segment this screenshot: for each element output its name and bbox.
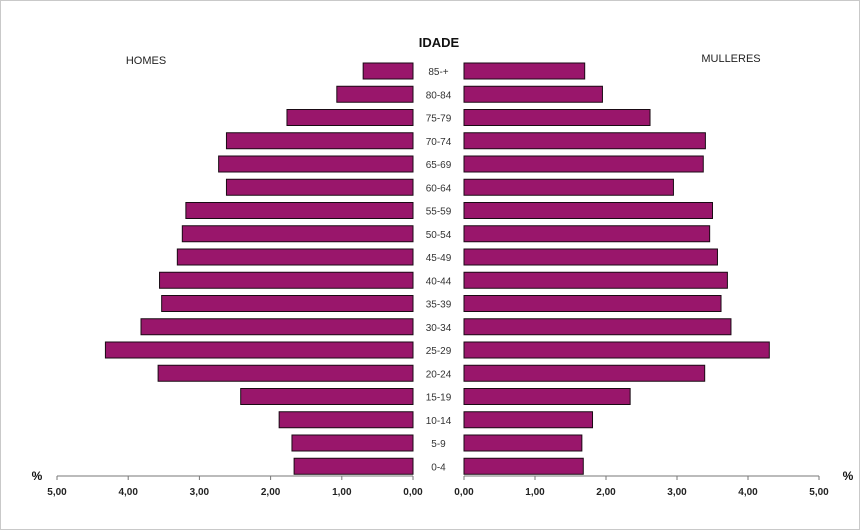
- bar-mulleres-60-64: [463, 178, 674, 196]
- age-label: 85-+: [428, 67, 448, 78]
- chart-title: IDADE: [419, 35, 460, 50]
- bar-mulleres-55-59: [463, 202, 713, 219]
- age-label: 70-74: [426, 137, 452, 148]
- bar-homes-60-64: [225, 178, 414, 196]
- age-label: 50-54: [426, 230, 452, 241]
- bar-mulleres-85-+: [463, 62, 586, 80]
- right-tick-label: 3,00: [667, 487, 687, 498]
- bar-homes-25-29: [104, 341, 414, 359]
- bar-mulleres-65-69: [463, 155, 704, 173]
- bar-homes-10-14: [278, 411, 414, 429]
- left-tick-label: 0,00: [403, 487, 423, 498]
- bar-homes-65-69: [218, 155, 414, 173]
- age-label: 20-24: [426, 369, 452, 380]
- bar-mulleres-30-34: [463, 318, 732, 336]
- age-label: 5-9: [431, 439, 446, 450]
- bars-homes: [104, 62, 414, 475]
- bar-homes-45-49: [176, 248, 414, 266]
- bar-mulleres-80-84: [463, 85, 603, 103]
- age-group-labels: 85-+ 80-84 75-79 70-74 65-69 60-64 55-59 50-54 4…: [426, 67, 452, 473]
- bar-homes-0-4: [293, 457, 414, 475]
- age-label: 30-34: [426, 323, 452, 334]
- right-tick-label: 1,00: [525, 487, 545, 498]
- bar-homes-15-19: [240, 388, 414, 405]
- bar-mulleres-40-44: [463, 271, 728, 289]
- left-tick-label: 3,00: [190, 487, 210, 498]
- bar-homes-5-9: [291, 434, 414, 452]
- bar-homes-75-79: [286, 109, 414, 126]
- age-label: 45-49: [426, 253, 452, 264]
- bar-homes-35-39: [161, 295, 414, 312]
- bar-mulleres-15-19: [463, 388, 631, 405]
- age-label: 75-79: [426, 114, 452, 125]
- bar-homes-80-84: [336, 85, 414, 103]
- right-tick-label: 2,00: [596, 487, 616, 498]
- bar-homes-40-44: [159, 271, 414, 289]
- x-axes: 5,00 4,00 3,00 2,00 1,00 0,00 0,00 1,00 2,00 3,00…: [47, 475, 829, 498]
- left-tick-label: 1,00: [332, 487, 352, 498]
- bar-homes-20-24: [157, 364, 414, 382]
- bar-mulleres-35-39: [463, 295, 722, 312]
- left-tick-label: 2,00: [261, 487, 281, 498]
- bar-mulleres-50-54: [463, 225, 711, 243]
- bar-homes-55-59: [185, 202, 414, 219]
- bar-mulleres-45-49: [463, 248, 718, 266]
- bar-mulleres-10-14: [463, 411, 594, 429]
- right-tick-label: 4,00: [738, 487, 758, 498]
- right-tick-label: 0,00: [454, 487, 474, 498]
- legend-homes: HOMES: [126, 55, 166, 67]
- bar-mulleres-0-4: [463, 457, 584, 475]
- left-tick-label: 4,00: [118, 487, 138, 498]
- bar-homes-85-+: [362, 62, 414, 80]
- age-label: 80-84: [426, 90, 452, 101]
- age-label: 35-39: [426, 300, 452, 311]
- bars-mulleres: [463, 62, 770, 475]
- age-label: 65-69: [426, 160, 452, 171]
- right-tick-label: 5,00: [809, 487, 829, 498]
- bar-homes-50-54: [181, 225, 414, 243]
- age-label: 10-14: [426, 416, 452, 427]
- legend-mulleres: MULLERES: [701, 53, 760, 65]
- age-label: 0-4: [431, 462, 446, 473]
- age-label: 60-64: [426, 183, 452, 194]
- bar-mulleres-25-29: [463, 341, 770, 359]
- age-label: 40-44: [426, 276, 452, 287]
- age-label: 15-19: [426, 393, 452, 404]
- bar-mulleres-70-74: [463, 132, 706, 150]
- bar-mulleres-20-24: [463, 364, 706, 382]
- bar-homes-70-74: [225, 132, 414, 150]
- left-tick-label: 5,00: [47, 487, 67, 498]
- age-label: 55-59: [426, 207, 452, 218]
- bar-mulleres-5-9: [463, 434, 583, 452]
- age-label: 25-29: [426, 346, 452, 357]
- unit-label-right: %: [843, 469, 854, 483]
- bar-mulleres-75-79: [463, 109, 651, 126]
- unit-label-left: %: [32, 469, 43, 483]
- bar-homes-30-34: [140, 318, 414, 336]
